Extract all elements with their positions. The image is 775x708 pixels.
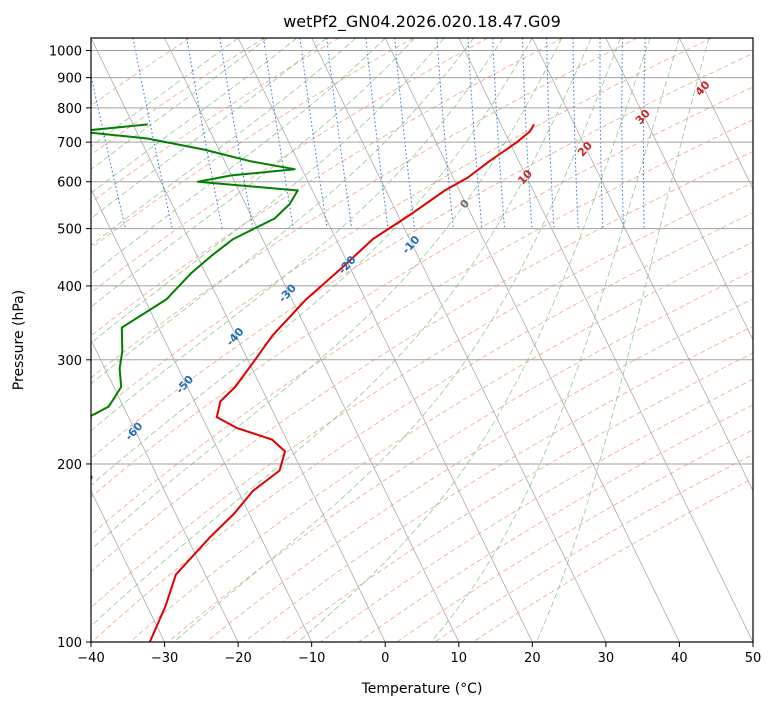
mixing-ratio-line [263,38,294,229]
mixing-ratio-line [186,38,223,229]
x-tick-label: −20 [224,651,251,666]
dry-adiabat [91,38,563,337]
dry-adiabat [91,86,753,498]
y-tick-label: 600 [57,176,82,191]
x-tick-label: −40 [77,651,104,666]
background-lines [91,38,753,642]
dry-adiabat [91,182,753,609]
isotherm [531,38,753,492]
moist-adiabat [91,38,386,276]
moist-adiabat [91,38,533,486]
dry-adiabat [91,212,753,642]
moist-adiabat [91,38,327,220]
moist-adiabat [91,38,268,170]
y-axis-label: Pressure (hPa) [11,290,27,390]
y-tick-label: 1000 [49,45,82,60]
moist-adiabat [91,38,504,432]
y-tick-label: 500 [57,223,82,238]
dry-adiabat [282,352,753,642]
y-tick-label: 400 [57,280,82,295]
moist-adiabat [536,38,710,642]
dry-adiabat [91,52,753,459]
mixing-ratio-line [326,38,353,229]
y-axis-ticks: 100 200 300 400 500 600 700 800 900 1000 [49,45,91,651]
isotherm [91,339,239,642]
moist-adiabat [91,38,239,147]
isotherm [311,38,607,642]
moist-adiabat [91,38,563,551]
x-axis-ticks: −40 −30 −20 −10 0 10 20 30 40 50 [77,642,761,666]
x-tick-label: −30 [151,651,178,666]
mixing-ratio-label: 0.6 [219,17,242,37]
mixing-ratio-label: 1 [262,22,274,37]
dry-adiabat [205,298,753,642]
moist-adiabat [91,38,298,194]
isotherm [164,38,460,642]
x-tick-label: 10 [451,651,468,666]
isotherm [605,38,753,341]
moist-adiabat [297,38,651,642]
mixing-ratio-line [132,38,173,229]
moist-adiabat [173,38,621,642]
isotherm [458,38,753,642]
moist-adiabat [91,38,357,247]
dewpoint-profile [91,123,299,417]
x-tick-label: 0 [381,651,389,666]
moist-adiabat [91,38,592,627]
isotherm [91,188,313,642]
dry-adiabat [129,241,753,642]
dry-adiabat [91,151,753,573]
moist-adiabat [91,38,415,308]
dry-adiabat [244,325,753,642]
x-tick-label: 50 [745,651,762,666]
isotherm [752,38,753,39]
chart-title: wetPf2_GN04.2026.020.18.47.G09 [283,12,561,32]
y-tick-label: 900 [57,72,82,87]
isotherm [679,38,753,190]
x-tick-label: 20 [524,651,541,666]
plot-frame [90,37,754,643]
pressure-gridlines [91,50,753,642]
mixing-ratio-line [219,38,254,229]
y-tick-label: 800 [57,102,82,117]
dry-adiabat [91,119,753,536]
isotherm [384,38,680,642]
mixing-ratio-label: 36 [644,18,664,36]
dry-adiabat [91,38,340,203]
mixing-ratio-label: 25 [599,18,618,36]
plot-background [91,38,753,642]
mixing-ratio-line [299,38,328,229]
dry-adiabat [396,429,753,642]
dry-adiabat [91,38,489,294]
x-tick-label: 30 [598,651,615,666]
x-tick-label: 40 [671,651,688,666]
profiles [91,123,535,642]
dry-adiabat [434,453,753,642]
isotherm-label: -70 [74,470,97,494]
dry-adiabat [91,38,712,420]
y-tick-label: 300 [57,354,82,369]
isotherm-label: -80 [22,515,45,539]
mixing-ratio-label: 0.1 [82,17,105,37]
dry-adiabat [91,38,414,249]
temperature-profile [148,123,535,642]
y-tick-label: 700 [57,136,82,151]
dry-adiabat [167,270,753,642]
isotherm [237,38,533,642]
mixing-ratio-label: 30 [621,18,641,36]
x-tick-label: −10 [298,651,325,666]
x-axis-label: Temperature (°C) [361,681,483,697]
mixing-ratio-label: 0.4 [185,17,208,37]
isotherm [91,490,165,642]
mixing-ratio-label: 0.2 [132,17,155,37]
mixing-ratio-label: 20 [572,18,592,36]
y-tick-label: 200 [57,458,82,473]
dry-adiabat [320,378,753,642]
y-tick-label: 100 [57,636,82,651]
